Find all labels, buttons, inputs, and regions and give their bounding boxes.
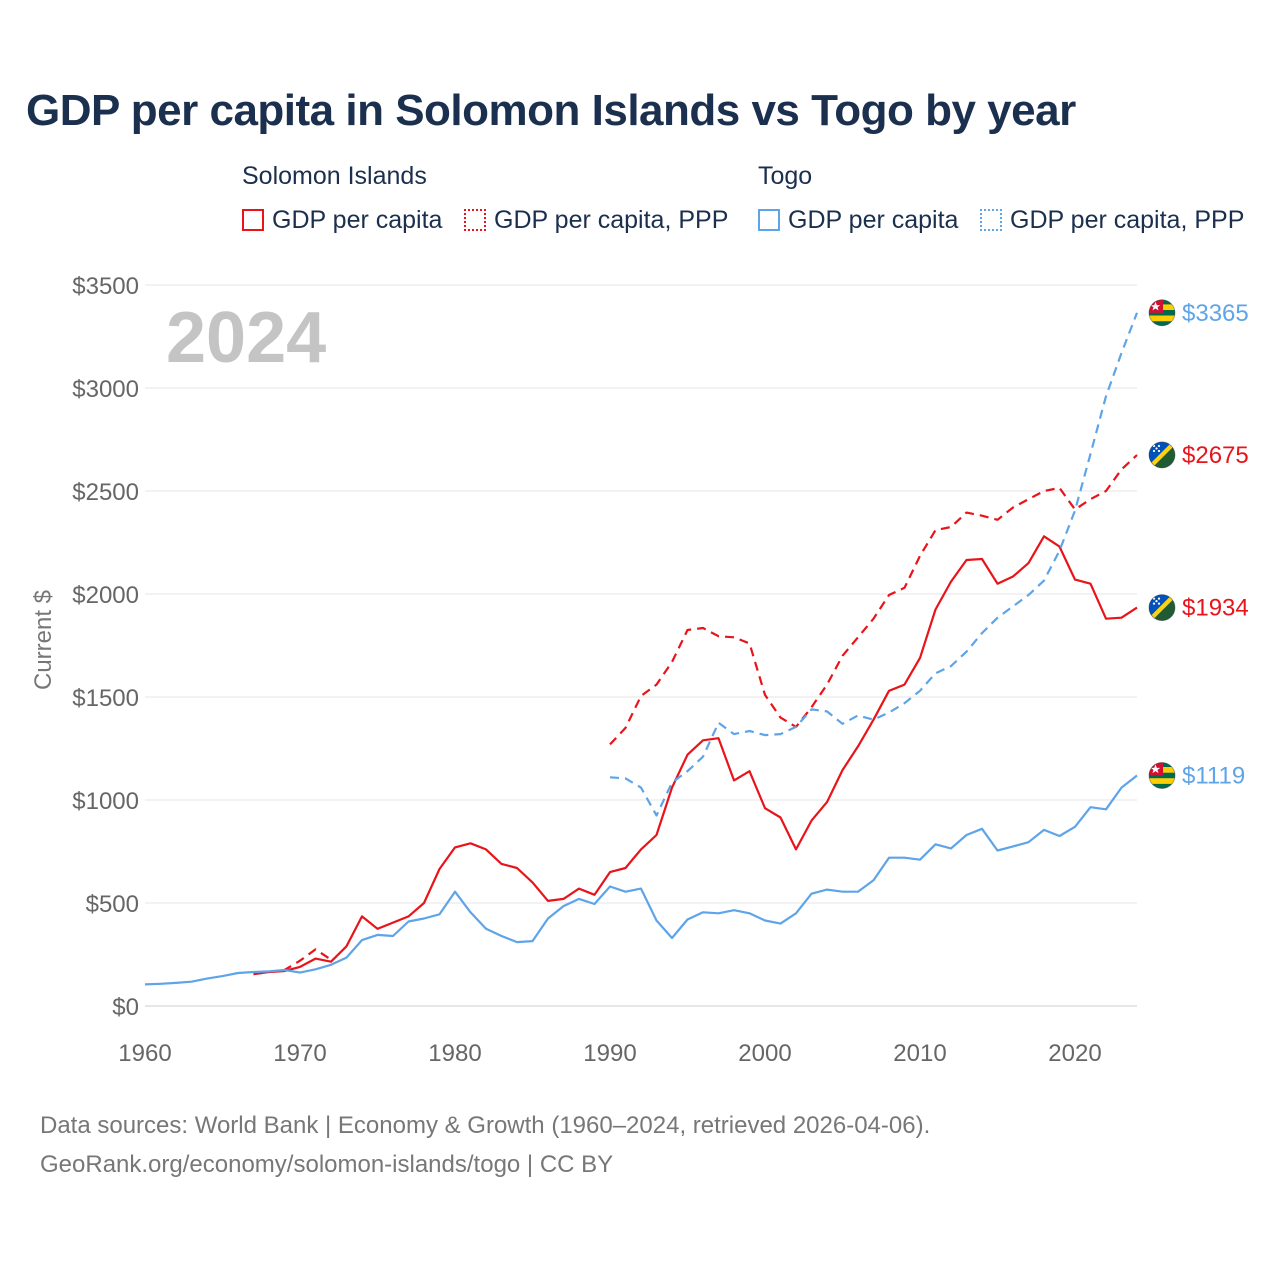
y-tick-label: $500 bbox=[86, 891, 139, 918]
end-value-label: $1934 bbox=[1182, 595, 1249, 622]
footer: Data sources: World Bank | Economy & Gro… bbox=[40, 1106, 930, 1184]
series-line-2[interactable] bbox=[144, 774, 1138, 986]
y-tick-label: $1500 bbox=[72, 685, 139, 712]
y-tick-label: $0 bbox=[112, 994, 139, 1021]
y-tick-label: $2000 bbox=[72, 582, 139, 609]
legend-label: GDP per capita bbox=[788, 205, 959, 234]
grid-layer: $0 $500 $1000 $1500 $2000 $2500 $3000 $3500 1960… bbox=[72, 273, 1137, 1067]
legend-item-togo-gdp-ppp[interactable]: GDP per capita, PPP bbox=[980, 204, 1244, 236]
x-tick-label: 1990 bbox=[583, 1040, 636, 1067]
end-labels-layer: $3365 $2675 $1934 $1119 bbox=[1148, 299, 1249, 789]
y-tick-label: $3500 bbox=[72, 273, 139, 300]
footer-attribution: GeoRank.org/economy/solomon-islands/togo… bbox=[40, 1151, 614, 1178]
legend-label: GDP per capita bbox=[272, 205, 443, 234]
end-value-label: $2675 bbox=[1182, 442, 1249, 469]
legend-group-solomon-islands: Solomon Islands bbox=[242, 162, 427, 190]
x-tick-label: 2010 bbox=[893, 1040, 946, 1067]
legend-swatch-dotted-red bbox=[464, 209, 486, 231]
x-tick-label: 1960 bbox=[118, 1040, 171, 1067]
legend-swatch-dotted-blue bbox=[980, 209, 1002, 231]
legend-item-solomon-gdp[interactable]: GDP per capita bbox=[242, 204, 442, 236]
togo-flag-icon bbox=[1148, 762, 1176, 789]
y-tick-label: $2500 bbox=[72, 479, 139, 506]
x-tick-label: 2000 bbox=[738, 1040, 791, 1067]
y-tick-label: $3000 bbox=[72, 376, 139, 403]
end-value-label: $1119 bbox=[1182, 762, 1245, 789]
legend-item-togo-gdp[interactable]: GDP per capita bbox=[758, 204, 958, 236]
legend-swatch-solid-red bbox=[242, 209, 264, 231]
legend-label: GDP per capita, PPP bbox=[1010, 205, 1245, 234]
togo-flag-icon bbox=[1148, 299, 1176, 327]
y-tick-label: $1000 bbox=[72, 788, 139, 815]
end-value-label: $3365 bbox=[1182, 300, 1249, 327]
legend-item-solomon-gdp-ppp[interactable]: GDP per capita, PPP bbox=[464, 204, 728, 236]
solomon-islands-flag-icon bbox=[1148, 441, 1176, 469]
y-axis-label: Current $ bbox=[30, 590, 57, 690]
legend-label: GDP per capita, PPP bbox=[494, 205, 729, 234]
series-line-3[interactable] bbox=[609, 312, 1139, 817]
solomon-islands-flag-icon bbox=[1148, 594, 1176, 621]
series-line-1[interactable] bbox=[609, 454, 1138, 746]
chart-title: GDP per capita in Solomon Islands vs Tog… bbox=[26, 86, 1076, 135]
year-watermark: 2024 bbox=[166, 298, 326, 378]
legend-group-togo: Togo bbox=[758, 162, 813, 190]
series-line-0[interactable] bbox=[253, 535, 1138, 976]
series-layer bbox=[144, 312, 1139, 986]
x-tick-label: 1970 bbox=[273, 1040, 326, 1067]
legend-swatch-solid-blue bbox=[758, 209, 780, 231]
x-tick-label: 1980 bbox=[428, 1040, 481, 1067]
footer-sources: Data sources: World Bank | Economy & Gro… bbox=[40, 1112, 931, 1139]
x-tick-label: 2020 bbox=[1048, 1040, 1101, 1067]
